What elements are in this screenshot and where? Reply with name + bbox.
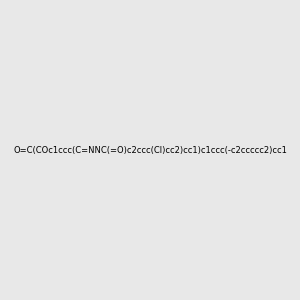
- Text: O=C(COc1ccc(C=NNC(=O)c2ccc(Cl)cc2)cc1)c1ccc(-c2ccccc2)cc1: O=C(COc1ccc(C=NNC(=O)c2ccc(Cl)cc2)cc1)c1…: [13, 146, 287, 154]
